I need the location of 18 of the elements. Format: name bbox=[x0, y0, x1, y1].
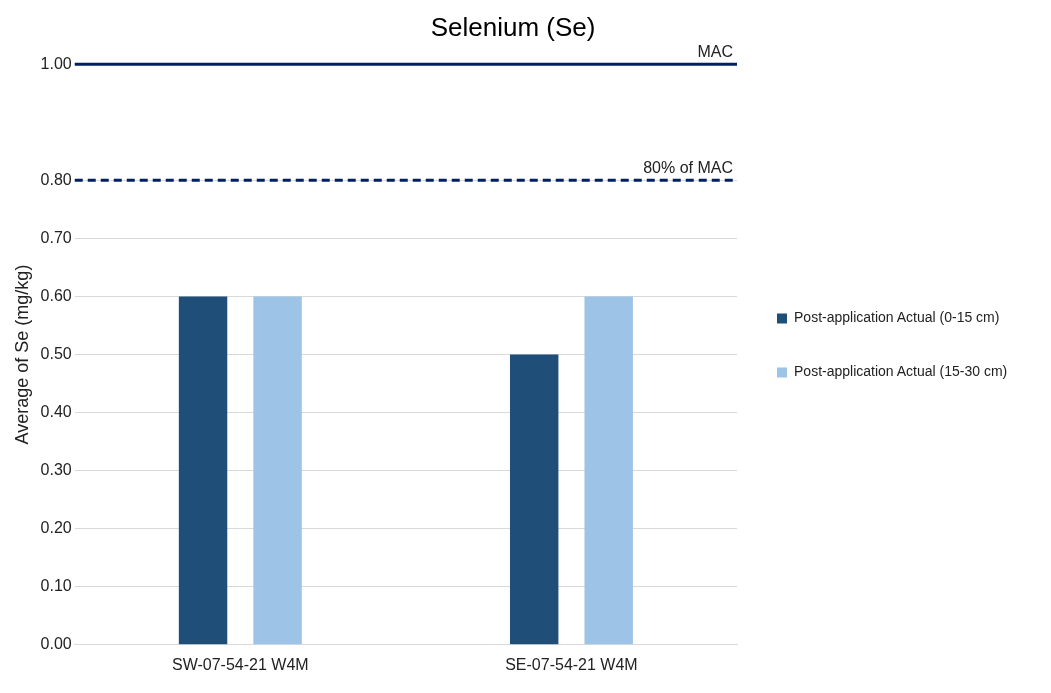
chart-title: Selenium (Se) bbox=[430, 11, 596, 42]
ref-line-label: 80% of MAC bbox=[643, 158, 734, 176]
y-tick-label: 1.00 bbox=[40, 54, 72, 72]
y-tick-label: 0.70 bbox=[40, 228, 72, 246]
x-tick-label: SW-07-54-21 W4M bbox=[171, 655, 309, 673]
ref-line-label: MAC bbox=[697, 42, 734, 60]
legend-label: Post-application Actual (15-30 cm) bbox=[794, 363, 1008, 380]
legend-label: Post-application Actual (0-15 cm) bbox=[794, 309, 1000, 326]
y-tick-label: 0.30 bbox=[40, 461, 72, 479]
y-tick-label: 0.60 bbox=[40, 286, 72, 304]
y-tick-label: 0.80 bbox=[40, 170, 72, 188]
y-tick-label: 0.50 bbox=[40, 344, 72, 362]
y-tick-label: 0.00 bbox=[40, 635, 72, 653]
x-tick-label: SE-07-54-21 W4M bbox=[505, 655, 638, 673]
y-tick-label: 0.10 bbox=[40, 577, 72, 595]
y-tick-label: 0.40 bbox=[40, 402, 72, 420]
y-axis-title: Average of Se (mg/kg) bbox=[11, 264, 32, 445]
y-tick-label: 0.20 bbox=[40, 519, 72, 537]
